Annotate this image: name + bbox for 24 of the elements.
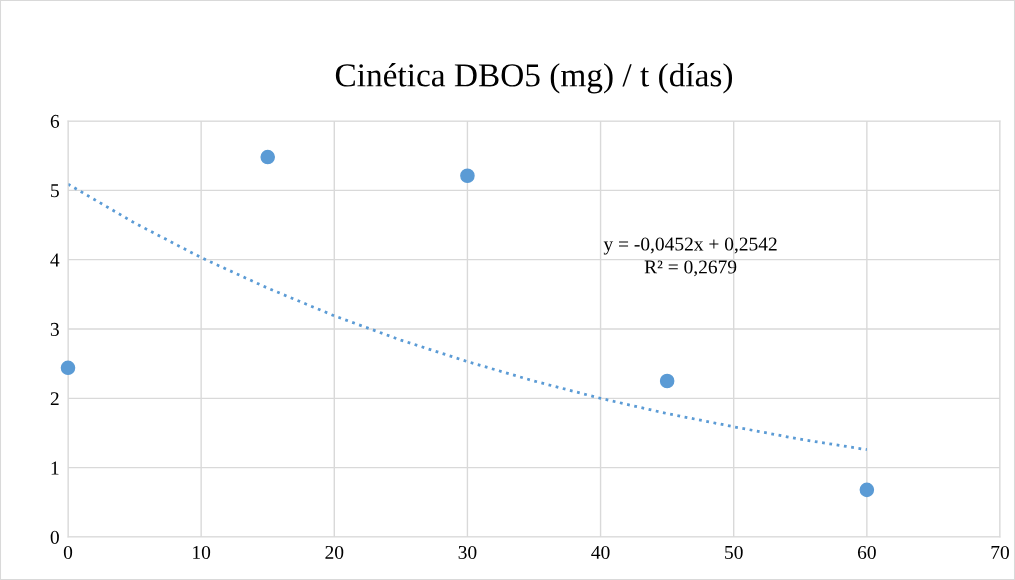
- x-tick-label: 50: [725, 545, 743, 560]
- x-tick-label: 70: [991, 545, 1009, 560]
- x-tick-label: 60: [857, 545, 876, 560]
- point: [659, 373, 675, 389]
- chart-title: Cinética DBO5 (mg) / t (días): [335, 63, 733, 94]
- y-tick-label: 5: [51, 184, 59, 198]
- y-tick-label: 4: [50, 253, 60, 267]
- line-series: [68, 182, 869, 452]
- x-tick-label: 0: [63, 545, 73, 560]
- point: [460, 168, 475, 184]
- annotation: y = -0,0452x + 0,2542: [603, 237, 777, 255]
- point: [859, 482, 875, 498]
- y-tick-label: 0: [50, 530, 59, 544]
- annotation: R² = 0,2679: [644, 260, 737, 277]
- point: [60, 360, 76, 376]
- y-tick-label: 2: [50, 392, 59, 406]
- x-tick-label: 10: [193, 545, 211, 560]
- y-tick-label: 6: [50, 114, 60, 128]
- x-tick-label: 30: [458, 545, 477, 560]
- point: [260, 149, 275, 165]
- x-tick-label: 20: [325, 545, 344, 560]
- y-tick-label: 3: [50, 322, 59, 336]
- x-tick-label: 40: [591, 545, 610, 560]
- y-tick-label: 1: [51, 461, 59, 475]
